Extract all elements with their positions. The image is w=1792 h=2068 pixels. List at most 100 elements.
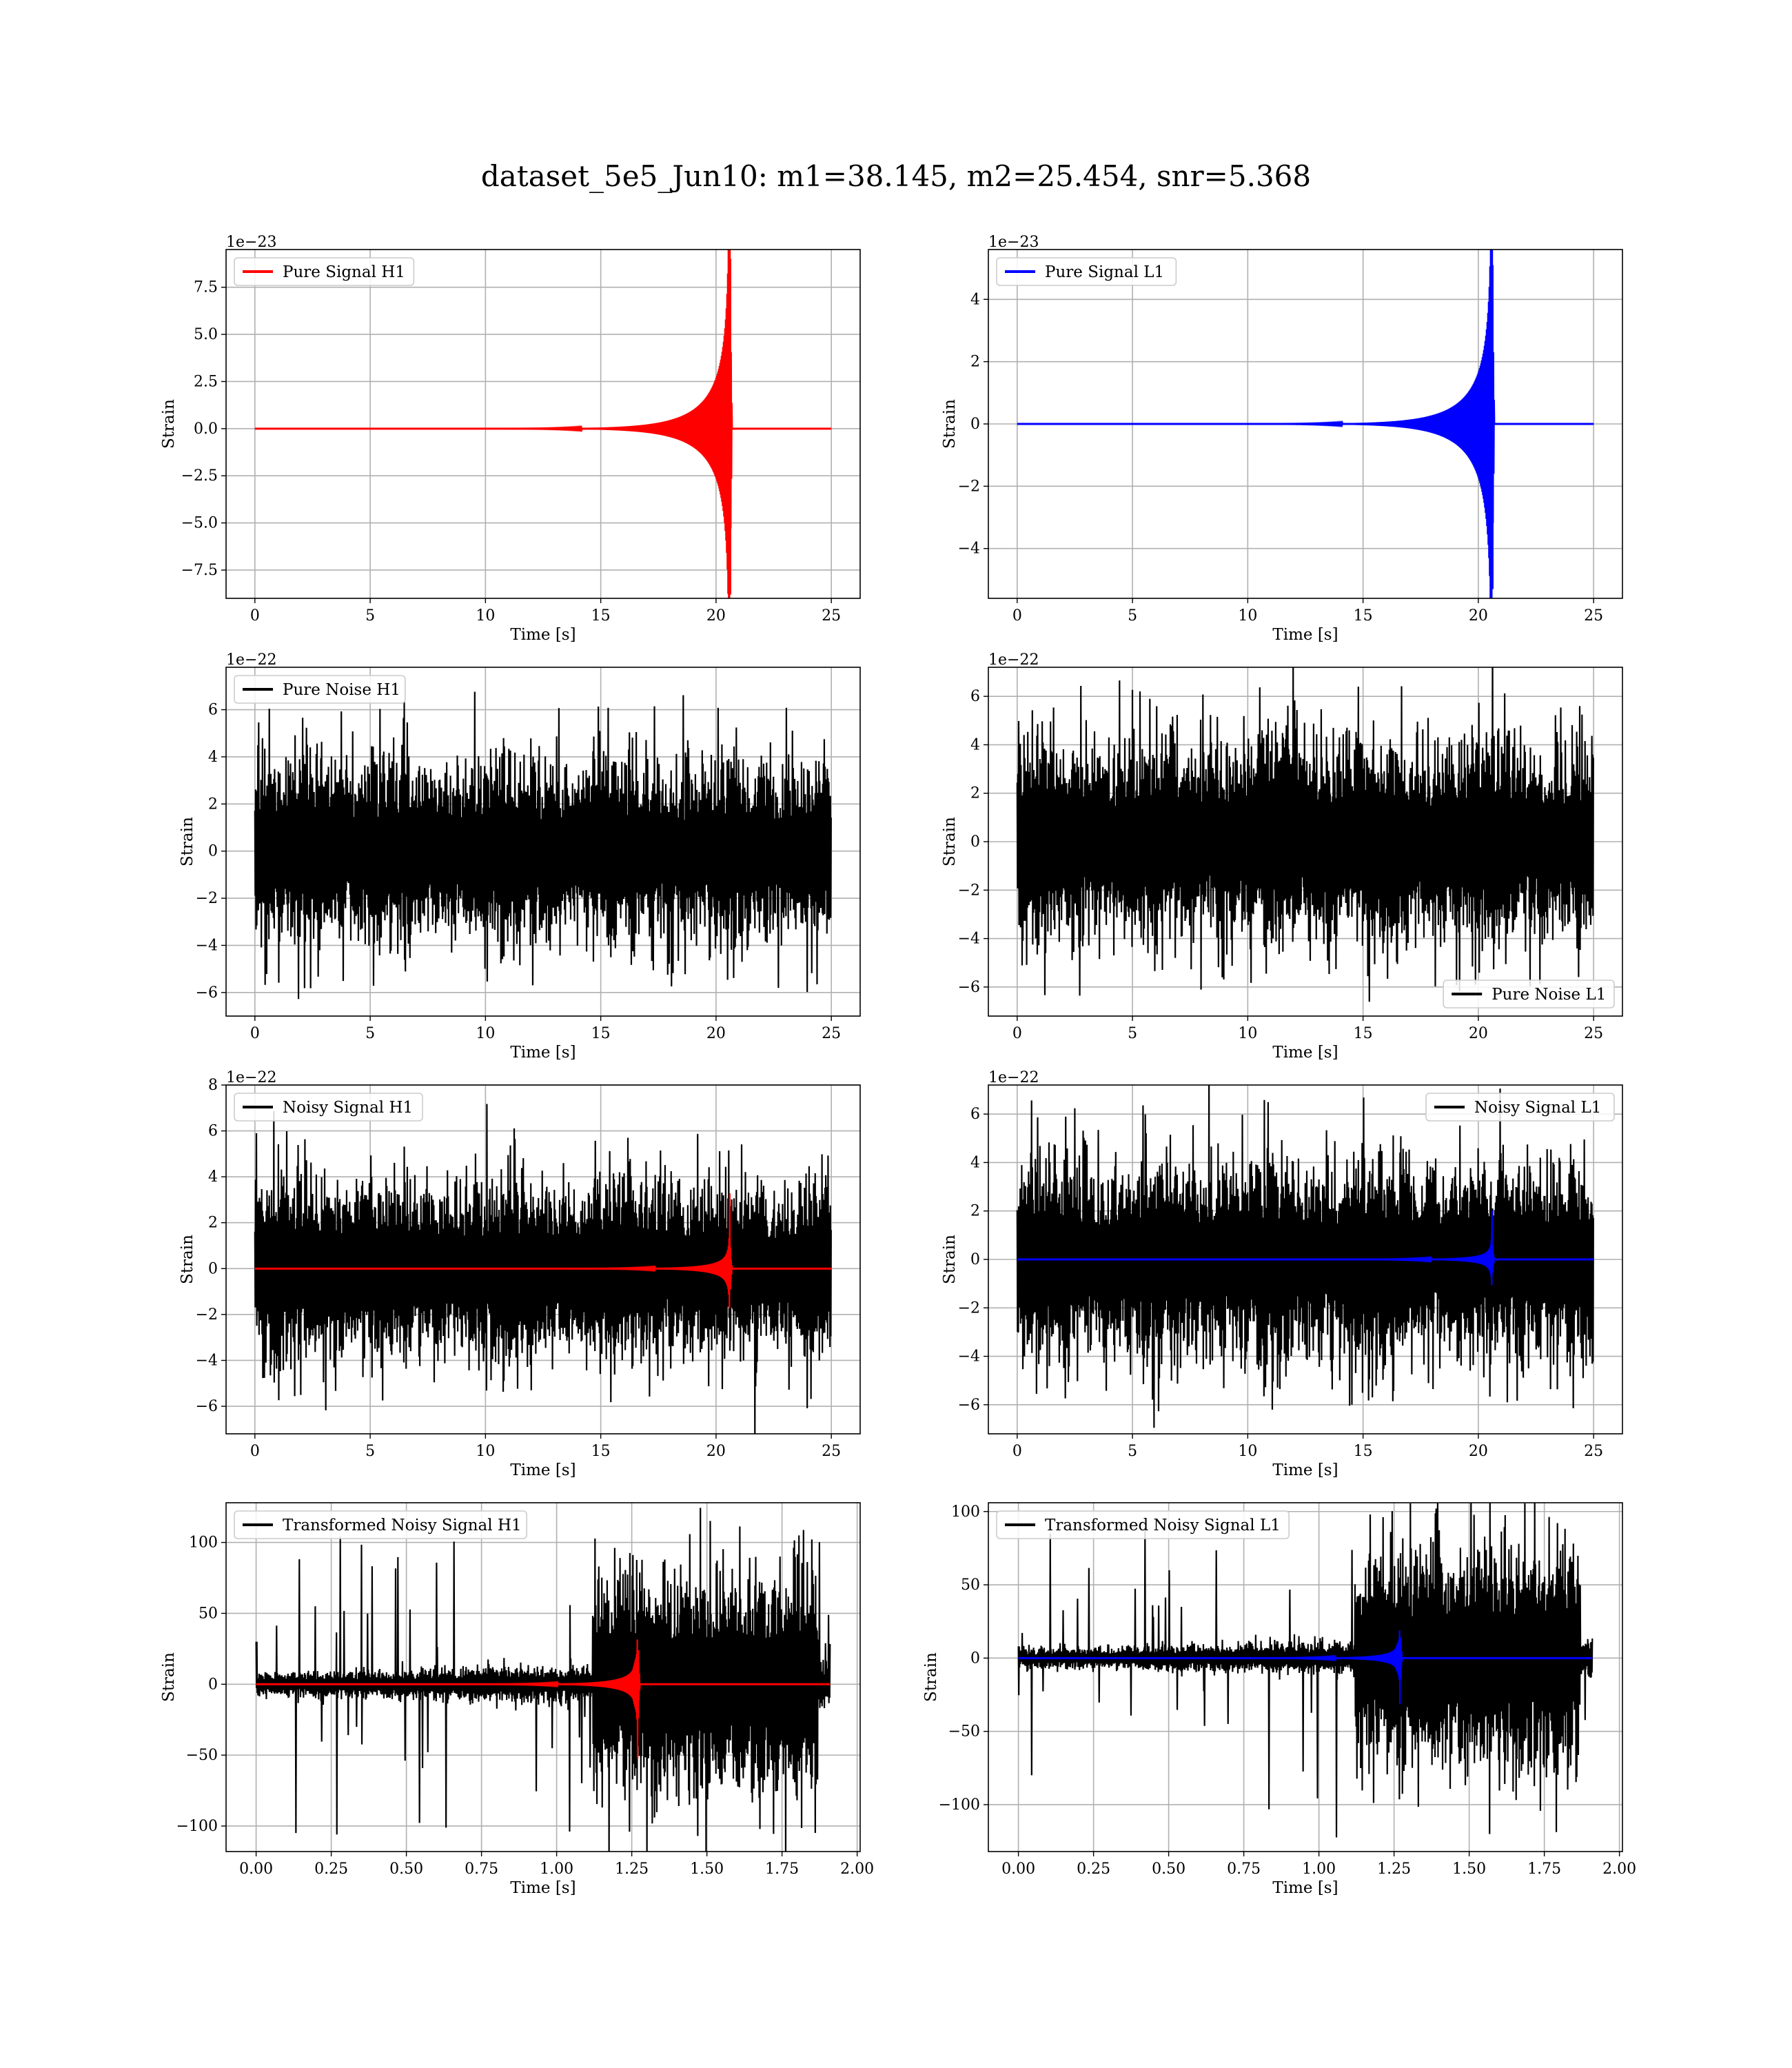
series-line	[1016, 667, 1594, 1002]
x-tick-label: 1.25	[615, 1861, 649, 1878]
axis-offset-text: 1e−22	[988, 1069, 1039, 1086]
x-tick-label: 5	[365, 607, 375, 625]
y-tick-label: −4	[958, 1348, 980, 1366]
x-axis-label: Time [s]	[1272, 1461, 1338, 1479]
axis-offset-text: 1e−23	[988, 234, 1039, 251]
y-tick-label: 0	[970, 1251, 980, 1268]
series-line	[254, 691, 832, 1000]
y-tick-label: 0	[970, 833, 980, 851]
y-tick-label: 7.5	[194, 279, 218, 296]
x-tick-label: 0	[1012, 607, 1022, 625]
x-tick-label: 0	[1012, 1443, 1022, 1460]
plot-area	[226, 250, 860, 598]
y-tick-label: −6	[958, 1397, 980, 1414]
legend-label: Pure Noise L1	[1491, 986, 1606, 1004]
x-tick-label: 0	[250, 1443, 260, 1460]
y-tick-label: −50	[948, 1723, 980, 1741]
y-tick-label: 0.0	[194, 420, 218, 438]
legend: Transformed Noisy Signal L1	[996, 1510, 1290, 1539]
legend: Pure Signal H1	[234, 257, 415, 286]
y-tick-label: −4	[196, 1352, 218, 1369]
y-axis-label: Strain	[922, 1652, 940, 1702]
series-line	[255, 1508, 831, 1852]
y-tick-label: −4	[958, 931, 980, 948]
y-tick-label: −6	[196, 1398, 218, 1415]
x-tick-label: 0	[250, 1025, 260, 1042]
legend: Pure Signal L1	[996, 257, 1177, 286]
x-tick-label: 5	[1128, 607, 1137, 625]
y-tick-label: 4	[208, 749, 218, 766]
x-axis-label: Time [s]	[1272, 1044, 1338, 1062]
x-tick-label: 20	[706, 1443, 726, 1460]
x-axis-label: Time [s]	[510, 1044, 576, 1062]
x-tick-label: 0.50	[1152, 1861, 1185, 1878]
legend-label: Transformed Noisy Signal L1	[1045, 1517, 1281, 1534]
legend: Noisy Signal L1	[1425, 1093, 1615, 1122]
y-tick-label: 2	[208, 1215, 218, 1232]
y-axis-label: Strain	[179, 817, 196, 866]
x-tick-label: 20	[706, 1025, 726, 1042]
legend-box	[234, 1093, 423, 1122]
y-tick-label: −5.0	[181, 515, 218, 532]
x-tick-label: 20	[1469, 1025, 1488, 1042]
legend: Transformed Noisy Signal H1	[234, 1510, 528, 1539]
y-tick-label: 0	[970, 416, 980, 433]
series-line	[1017, 1503, 1594, 1838]
x-tick-label: 1.00	[540, 1861, 573, 1878]
x-tick-label: 2.00	[840, 1861, 874, 1878]
x-tick-label: 5	[1128, 1025, 1137, 1042]
x-tick-label: 20	[1469, 607, 1488, 625]
y-tick-label: 5.0	[194, 326, 218, 343]
y-tick-label: 2	[970, 1203, 980, 1220]
x-tick-label: 15	[591, 607, 611, 625]
legend-box	[234, 257, 415, 286]
axes-frame	[225, 1502, 861, 1852]
legend-label: Pure Noise H1	[283, 681, 400, 699]
x-tick-label: 20	[706, 607, 726, 625]
x-tick-label: 10	[476, 1025, 495, 1042]
y-axis-label: Strain	[160, 1652, 178, 1702]
legend-box	[234, 675, 406, 704]
y-tick-label: −100	[939, 1796, 980, 1814]
chart-transformed-noisy-signal-h1: 0.00 0.25 0.50 0.75 1.00 1.25 1.50 1.75 2.00 −100…	[160, 1502, 874, 1897]
legend-box	[996, 1510, 1290, 1539]
x-tick-label: 0.00	[239, 1861, 273, 1878]
axes-frame	[225, 249, 861, 599]
chart-noisy-signal-l1: 0 5 10 15 20 25 −6 −4 −2 0 2 4 6 Time [s] Strain 1e−22 N…	[941, 1069, 1623, 1479]
y-tick-label: −2	[958, 1299, 980, 1317]
y-tick-label: 0	[208, 1676, 218, 1693]
x-tick-label: 1.50	[690, 1861, 724, 1878]
y-tick-label: 2	[970, 785, 980, 802]
y-axis-label: Strain	[941, 399, 959, 449]
legend-label: Noisy Signal L1	[1474, 1099, 1601, 1117]
y-tick-label: 2	[208, 795, 218, 813]
y-tick-label: 50	[198, 1605, 218, 1622]
x-tick-label: 20	[1469, 1443, 1488, 1460]
y-tick-label: 0	[970, 1650, 980, 1667]
legend-label: Pure Signal L1	[1045, 263, 1164, 281]
y-tick-label: −100	[176, 1818, 218, 1835]
y-tick-label: 6	[970, 688, 980, 705]
legend-box	[234, 1510, 528, 1539]
axis-offset-text: 1e−22	[988, 651, 1039, 669]
legend: Pure Noise L1	[1443, 980, 1615, 1008]
axis-offset-text: 1e−23	[226, 234, 276, 251]
y-tick-label: 0	[208, 1260, 218, 1277]
y-tick-label: 50	[961, 1577, 980, 1594]
chart-pure-noise-l1: 0 5 10 15 20 25 −6 −4 −2 0 2 4 6 Time [s] Strain 1e−22 P…	[941, 651, 1623, 1062]
y-tick-label: −2	[196, 890, 218, 907]
y-tick-label: −2	[196, 1306, 218, 1324]
x-tick-label: 1.75	[1527, 1861, 1561, 1878]
legend-box	[996, 257, 1177, 286]
x-tick-label: 25	[822, 607, 841, 625]
x-axis-label: Time [s]	[1272, 626, 1338, 644]
x-tick-label: 25	[1584, 607, 1603, 625]
series-line	[254, 1104, 832, 1434]
x-tick-label: 5	[365, 1025, 375, 1042]
x-axis-label: Time [s]	[510, 1461, 576, 1479]
x-tick-label: 5	[365, 1443, 375, 1460]
x-tick-label: 10	[1238, 607, 1257, 625]
chart-transformed-noisy-signal-l1: 0.00 0.25 0.50 0.75 1.00 1.25 1.50 1.75 2.00 −100…	[922, 1502, 1636, 1897]
